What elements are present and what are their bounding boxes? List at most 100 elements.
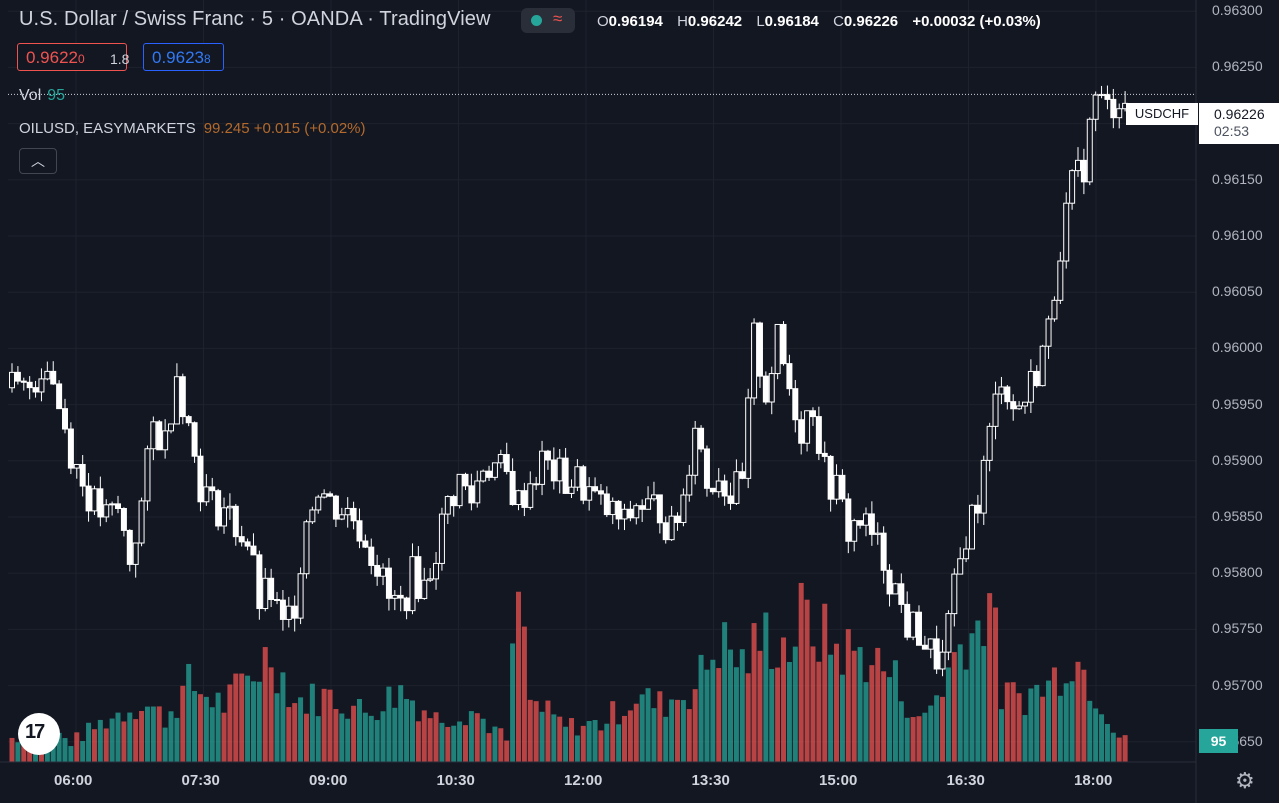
candle-body [421,579,428,599]
tradingview-logo-icon[interactable]: 17 [18,713,60,755]
candle-body [798,419,805,444]
price-tick-label: 0.95700 [1212,676,1263,693]
volume-bar [1046,680,1052,762]
candle-body [67,428,74,469]
candle-body [745,397,752,479]
price-tick-label: 0.95900 [1212,451,1263,468]
volume-bar [415,721,421,762]
volume-bar [527,699,533,762]
volume-bar [951,652,957,762]
candle-body [309,509,316,523]
candle-body [256,554,263,610]
volume-bar [86,722,92,762]
candle-body [44,370,51,380]
candle-body [32,387,39,393]
volume-bar [574,735,580,762]
volume-bar [91,729,97,762]
candle-body [715,480,722,493]
compare-symbol-legend[interactable]: OILUSD, EASYMARKETS 99.245 +0.015 (+0.02%… [19,120,366,137]
candle-body [774,323,781,375]
candle-body [385,567,392,599]
volume-bar [121,721,127,762]
candle-body [1016,405,1023,410]
candle-body [739,471,746,479]
candle-body [356,520,363,542]
volume-bar [227,684,233,762]
candle-body [232,505,239,538]
volume-bar [368,715,374,762]
volume-bar [580,725,586,762]
time-tick-label: 06:00 [54,772,93,789]
candle-body [362,540,369,548]
volume-bar [845,629,851,762]
candle-body [880,532,887,571]
volume-bar [910,717,916,762]
candle-body [120,508,127,531]
candle-body [921,644,928,650]
candle-body [380,567,387,577]
buy-button[interactable]: 0.96238 [143,43,224,71]
volume-bar [274,693,280,762]
volume-bar [1104,724,1110,762]
candle-body [374,564,381,577]
volume-bar [616,724,622,762]
candle-body [1045,318,1052,347]
candle-body [185,416,192,424]
candle-body [592,486,599,492]
candle-body [344,507,351,516]
candle-body [1051,299,1058,320]
volume-bar [144,706,150,762]
candle-body [291,605,298,619]
candle-body [556,457,563,482]
volume-legend[interactable]: Vol 95 [19,87,66,104]
volume-bar [739,649,745,762]
candle-body [191,422,198,457]
change-value: +0.00032 (+0.03%) [912,13,1041,30]
candle-body [809,410,816,418]
volume-bar [421,710,427,762]
low-value: 0.96184 [764,13,819,30]
candle-body [821,452,828,457]
candle-body [1110,98,1117,119]
volume-bar [781,637,787,762]
volume-bar [150,706,156,762]
volume-bar [563,726,569,762]
volume-bar [386,686,392,762]
candle-body [1057,260,1064,301]
volume-bar [557,716,563,762]
volume-bar [898,701,904,762]
candle-body [868,513,875,535]
candle-body [197,455,204,503]
candle-body [321,493,328,498]
volume-bar [645,688,651,762]
candle-body [692,427,699,476]
candle-body [221,507,228,527]
volume-bar [957,644,963,762]
candle-body [1004,386,1011,403]
time-tick-label: 18:00 [1074,772,1113,789]
candle-body [1039,345,1046,387]
candle-body [56,383,63,410]
volume-bar [710,659,716,762]
candle-body [597,490,604,495]
volume-bar [869,665,875,762]
candle-body [756,322,763,377]
market-status-pill[interactable]: ≈ [521,8,575,33]
volume-bar [881,671,887,762]
volume-bar [356,698,362,762]
sell-button[interactable]: 0.96220 [17,43,127,71]
volume-bar [398,685,404,762]
collapse-legend-button[interactable]: ︿ [19,148,57,174]
volume-bar [928,705,934,762]
candle-body [815,416,822,454]
candle-body [132,542,139,565]
volume-bar [963,669,969,762]
gear-icon[interactable]: ⚙ [1235,768,1255,793]
candle-body [662,522,669,541]
volume-bar [887,677,893,762]
candle-body [1116,108,1123,119]
volume-bar [610,701,616,762]
candle-body [215,490,222,527]
price-tick-label: 0.96150 [1212,170,1263,187]
